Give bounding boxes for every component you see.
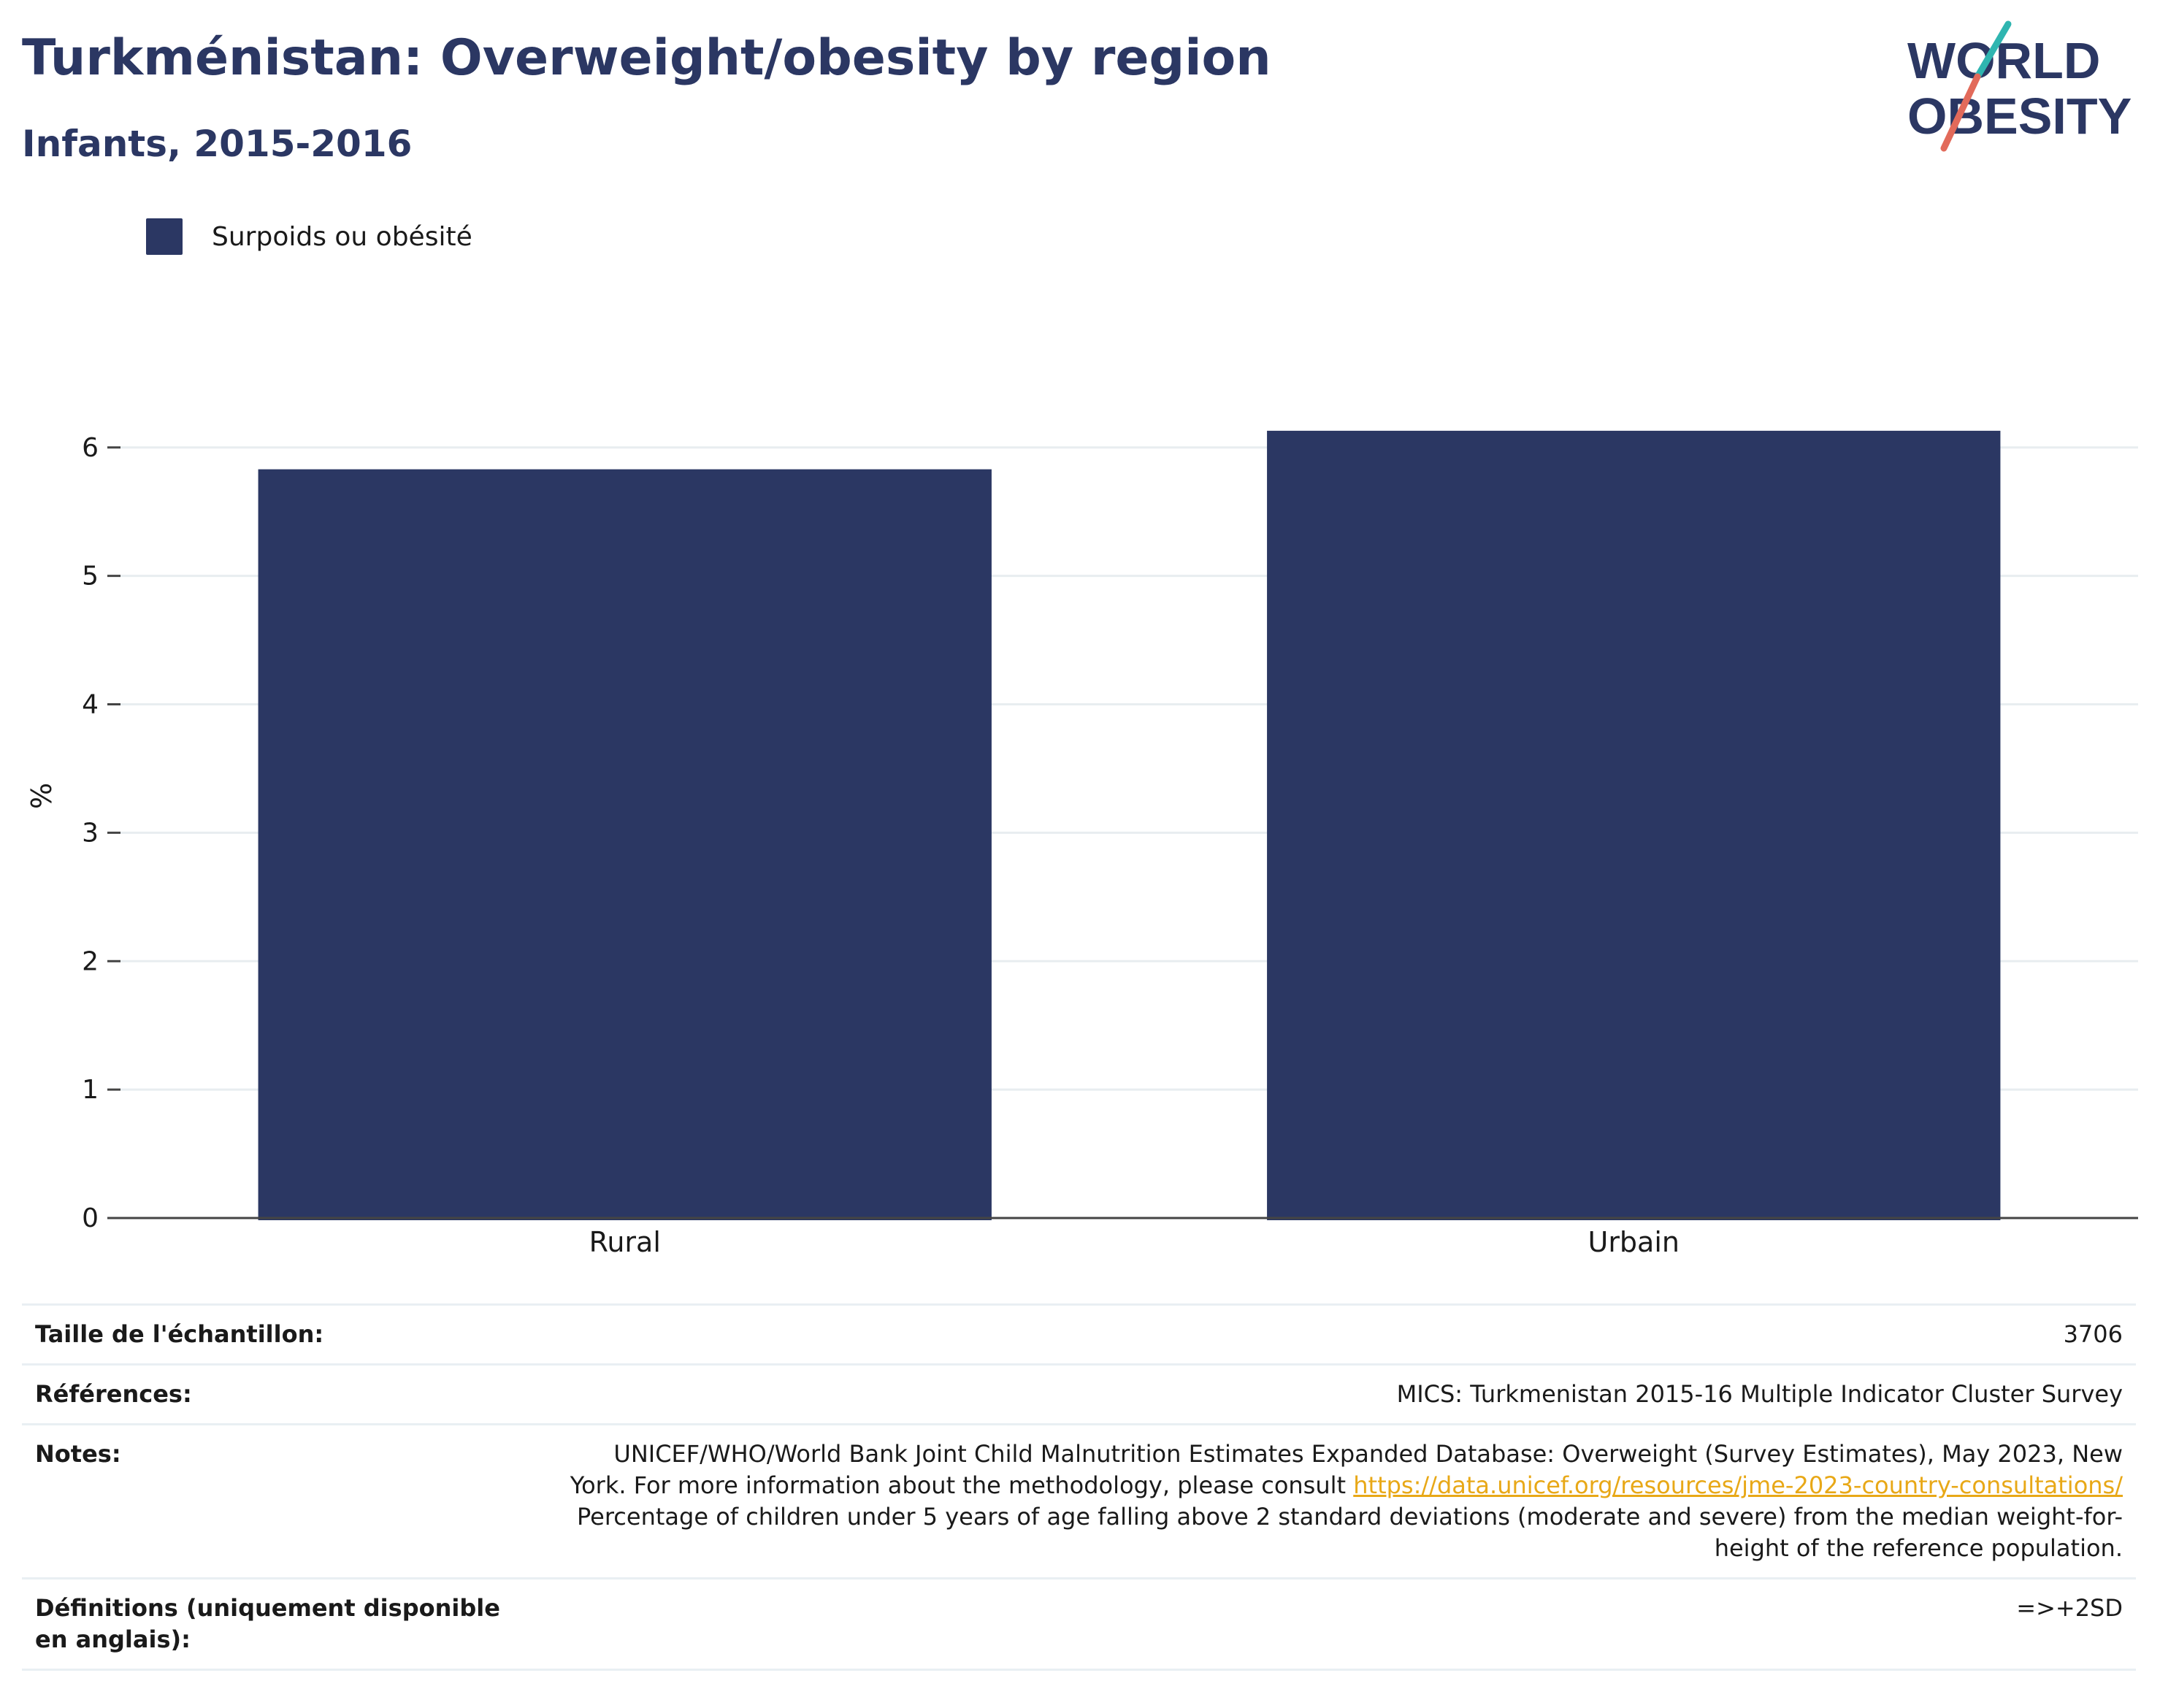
y-axis-label: % <box>26 783 58 809</box>
info-table: Taille de l'échantillon: 3706 Références… <box>22 1303 2136 1671</box>
bar-urbain <box>1267 430 2001 1220</box>
y-tick-label-0: 0 <box>82 1203 99 1233</box>
bars <box>258 430 2001 1220</box>
references-label: Références: <box>35 1380 192 1408</box>
references-row: Références: MICS: Turkmenistan 2015-16 M… <box>22 1364 2136 1425</box>
legend-label-overweight: Surpoids ou obésité <box>212 221 472 252</box>
y-tick-label-6: 6 <box>82 433 99 463</box>
definitions-row: Définitions (uniquement disponible en an… <box>22 1578 2136 1670</box>
axes: 0 1 2 3 4 5 6 Rural Urbain <box>82 433 2138 1258</box>
sample-size-row: Taille de l'échantillon: 3706 <box>22 1304 2136 1365</box>
chart-subtitle: Infants, 2015-2016 <box>22 123 413 165</box>
notes-label: Notes: <box>35 1440 121 1468</box>
logo-text-obesity: OBESITY <box>1907 88 2132 145</box>
chart-title: Turkménistan: Overweight/obesity by regi… <box>22 29 1271 87</box>
logo-slash-top <box>1974 20 2012 80</box>
notes-link[interactable]: https://data.unicef.org/resources/jme-20… <box>1353 1471 2123 1499</box>
x-tick-label-rural: Rural <box>589 1226 661 1258</box>
bar-rural <box>258 469 992 1220</box>
x-tick-label-urbain: Urbain <box>1588 1226 1680 1258</box>
notes-text-1: UNICEF/WHO/World Bank Joint Child Malnut… <box>570 1440 2123 1499</box>
legend-swatch-overweight <box>146 218 183 255</box>
definitions-value: =>+2SD <box>2016 1594 2123 1622</box>
notes-row: Notes: UNICEF/WHO/World Bank Joint Child… <box>22 1424 2136 1579</box>
sample-size-value: 3706 <box>2063 1320 2123 1348</box>
y-tick-label-3: 3 <box>82 818 99 848</box>
chart-legend[interactable]: Surpoids ou obésité <box>146 216 472 257</box>
y-tick-label-2: 2 <box>82 946 99 976</box>
y-tick-label-1: 1 <box>82 1075 99 1105</box>
logo-text-world: WORLD <box>1907 32 2100 89</box>
logo-slash-bottom <box>1940 73 1981 152</box>
notes-value: UNICEF/WHO/World Bank Joint Child Malnut… <box>545 1425 2136 1579</box>
y-tick-label-4: 4 <box>82 690 99 720</box>
sample-size-label: Taille de l'échantillon: <box>35 1320 324 1348</box>
world-obesity-logo: WORLD OBESITY <box>1907 20 2132 152</box>
y-tick-label-5: 5 <box>82 562 99 591</box>
notes-text-2: Percentage of children under 5 years of … <box>577 1503 2123 1562</box>
definitions-label: Définitions (uniquement disponible en an… <box>35 1594 500 1653</box>
references-value: MICS: Turkmenistan 2015-16 Multiple Indi… <box>1396 1380 2123 1408</box>
bar-chart: 0 1 2 3 4 5 6 Rural Urbain % <box>26 430 2138 1258</box>
